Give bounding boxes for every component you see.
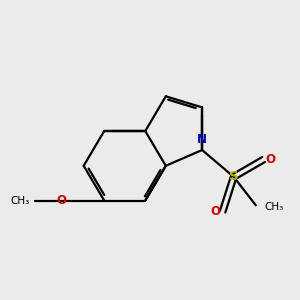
Text: O: O (57, 194, 67, 207)
Text: O: O (211, 205, 221, 218)
Text: CH₃: CH₃ (265, 202, 284, 212)
Text: O: O (266, 153, 276, 166)
Text: CH₃: CH₃ (11, 196, 30, 206)
Text: S: S (229, 170, 238, 183)
Text: N: N (197, 133, 207, 146)
